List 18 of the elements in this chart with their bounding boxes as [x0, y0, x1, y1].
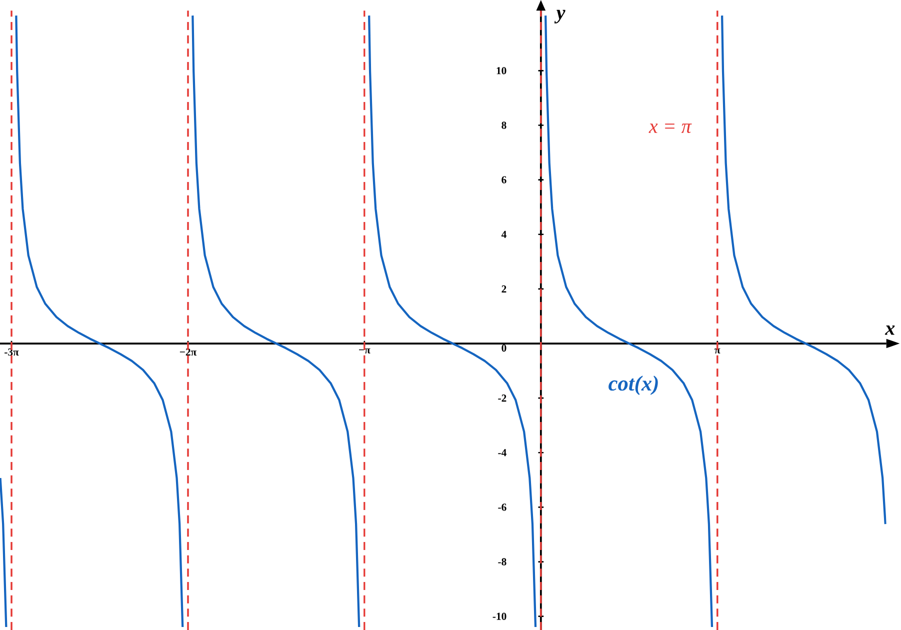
y-tick-label: -6	[498, 504, 506, 511]
y-tick-label: 8	[502, 122, 506, 129]
y-tick-label: -4	[498, 449, 506, 456]
x-tick-label: −π	[359, 348, 370, 354]
y-tick-label: -10	[492, 612, 506, 620]
y-tick-label: 0	[502, 344, 506, 352]
y-tick-label: 2	[502, 285, 506, 292]
y-tick-label: 6	[502, 176, 506, 184]
y-tick-label: -8	[498, 558, 506, 566]
ref-line-label: x = π	[648, 124, 692, 134]
y-axis-title: y	[554, 10, 566, 24]
x-tick-label: −2π	[180, 348, 197, 356]
y-tick-label: 10	[496, 67, 506, 74]
x-tick-label: -3π	[4, 348, 19, 356]
y-tick-label: 4	[501, 230, 506, 238]
x-axis-title: x	[884, 326, 895, 335]
series-label: cot(x)	[608, 376, 658, 396]
y-tick-label: -2	[498, 394, 506, 402]
